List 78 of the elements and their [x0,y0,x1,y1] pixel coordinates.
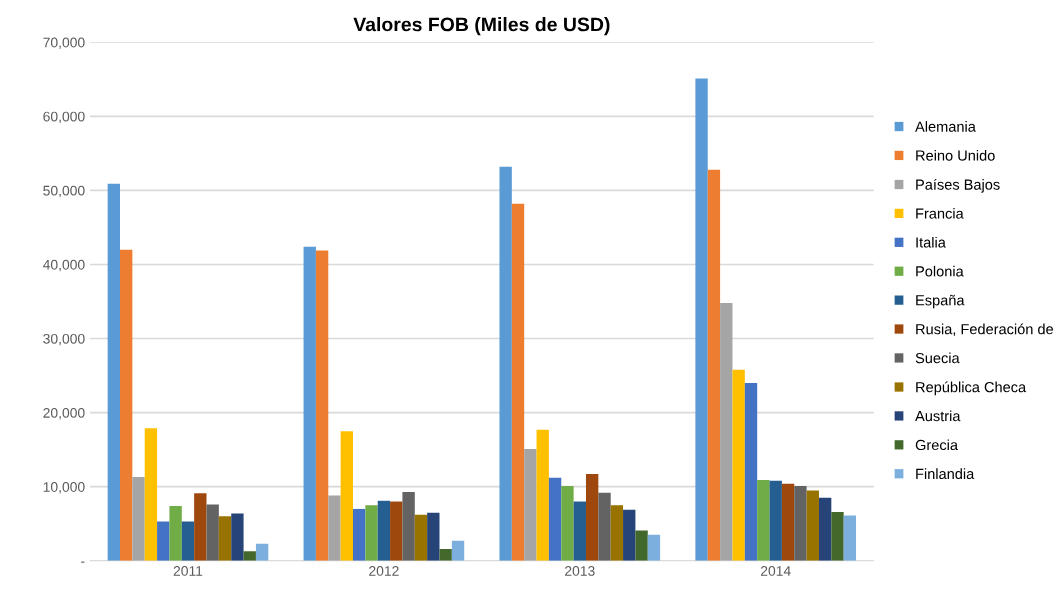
legend-label: Suecia [915,352,960,364]
bar [598,492,611,561]
bar [843,515,857,561]
bar [781,483,795,561]
bar [561,485,574,561]
bar [707,169,721,561]
legend-label: Grecia [915,439,958,451]
legend-label: Reino Unido [916,150,995,161]
y-tick-label: 70,000 [43,37,85,50]
bar [548,477,562,561]
bar [511,203,525,561]
bar [194,493,207,561]
bar [451,540,465,561]
bar [695,78,708,561]
bar [231,513,244,561]
bar [120,249,133,561]
bar [536,429,549,561]
x-tick-label: 2014 [760,566,791,576]
bar [340,431,353,561]
bar [720,302,733,561]
bar [524,448,537,561]
bar [107,183,121,561]
legend-label: Francia [916,207,964,219]
bar [132,477,145,561]
bar [818,497,832,561]
bar [757,480,770,561]
x-tick-label: 2013 [565,566,595,576]
legend-label: Rusia, Federación de [916,323,1054,337]
bar [794,485,807,561]
chart-title: Valores FOB (Miles de USD) [353,17,610,36]
bar [144,428,158,561]
y-tick-label: 40,000 [43,259,85,272]
bar [769,480,782,561]
bar [181,521,195,561]
bar [806,490,819,561]
y-tick-label: 50,000 [43,185,85,198]
bar [218,516,232,561]
bar [315,250,329,561]
bar [585,474,599,561]
legend-label: Países Bajos [916,178,1000,193]
bar [744,382,758,561]
legend-label: España [916,294,965,309]
bar [169,505,182,561]
bar [255,543,269,561]
legend-label: Austria [915,410,961,422]
bar [157,521,170,561]
y-tick-label: - [81,561,85,563]
bar [303,246,316,561]
y-tick-label: 30,000 [43,333,85,346]
bar [647,534,661,561]
bar [499,166,512,561]
bar [390,501,403,561]
bar [610,505,624,561]
bar [427,512,440,561]
legend-label: Finlandia [916,468,975,480]
bar [243,551,256,561]
bar [377,500,391,561]
x-tick-label: 2012 [369,566,399,576]
legend-label: Italia [916,236,946,248]
bar [439,548,452,561]
bar [365,505,378,561]
bar [206,504,219,561]
legend-label: Alemania [915,121,976,132]
bar [414,514,428,561]
y-tick-label: 10,000 [43,482,85,494]
bar [635,530,648,561]
bar [573,501,586,561]
bar [831,511,844,561]
bar [732,369,745,561]
bar [402,491,415,561]
legend-label: República Checa [916,381,1027,396]
y-tick-label: 20,000 [43,407,85,420]
bar [352,508,366,561]
legend-label: Polonia [916,265,964,277]
x-tick-label: 2011 [173,566,203,576]
y-tick-label: 60,000 [43,111,85,124]
bar [328,495,341,561]
bar [623,509,636,561]
